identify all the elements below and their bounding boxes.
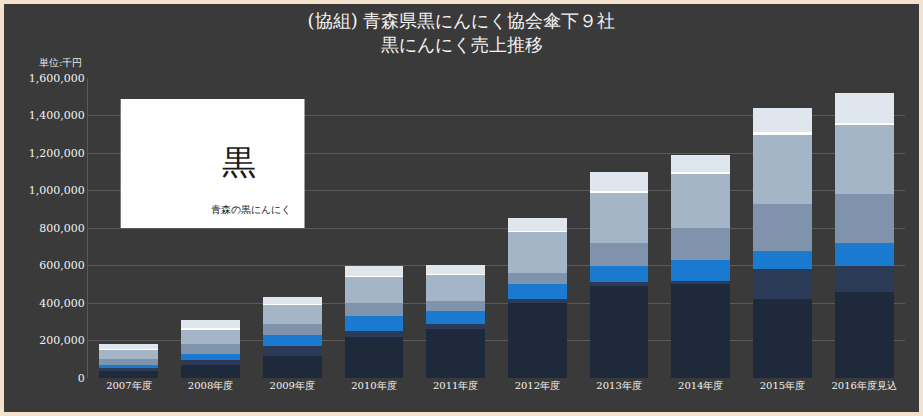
svg-text:2007年度: 2007年度 [106, 380, 151, 391]
svg-text:800,000: 800,000 [39, 222, 85, 235]
svg-text:2013年度: 2013年度 [596, 380, 641, 391]
svg-text:1,000,000: 1,000,000 [29, 184, 85, 197]
svg-text:1,600,000: 1,600,000 [29, 72, 85, 85]
svg-text:2014年度: 2014年度 [678, 380, 723, 391]
svg-text:2016年度見込: 2016年度見込 [831, 380, 896, 391]
svg-text:400,000: 400,000 [39, 297, 85, 310]
svg-text:2009年度: 2009年度 [270, 380, 315, 391]
svg-text:2008年度: 2008年度 [188, 380, 233, 391]
svg-text:600,000: 600,000 [39, 259, 85, 272]
svg-text:1,400,000: 1,400,000 [29, 109, 85, 122]
svg-text:2015年度: 2015年度 [760, 380, 805, 391]
svg-text:黒: 黒 [222, 142, 256, 182]
svg-text:単位:千円: 単位:千円 [39, 57, 82, 68]
svg-text:青森の黒にんにく: 青森の黒にんにく [211, 204, 291, 215]
svg-text:2011年度: 2011年度 [433, 380, 478, 391]
svg-text:(協組) 青森県黒にんにく協会傘下９社黒にんにく売上推移: (協組) 青森県黒にんにく協会傘下９社黒にんにく売上推移 [308, 10, 616, 54]
svg-text:1,200,000: 1,200,000 [29, 147, 85, 160]
svg-text:2012年度: 2012年度 [515, 380, 560, 391]
svg-text:200,000: 200,000 [39, 334, 85, 347]
svg-text:2010年度: 2010年度 [351, 380, 396, 391]
svg-text:0: 0 [78, 372, 85, 385]
